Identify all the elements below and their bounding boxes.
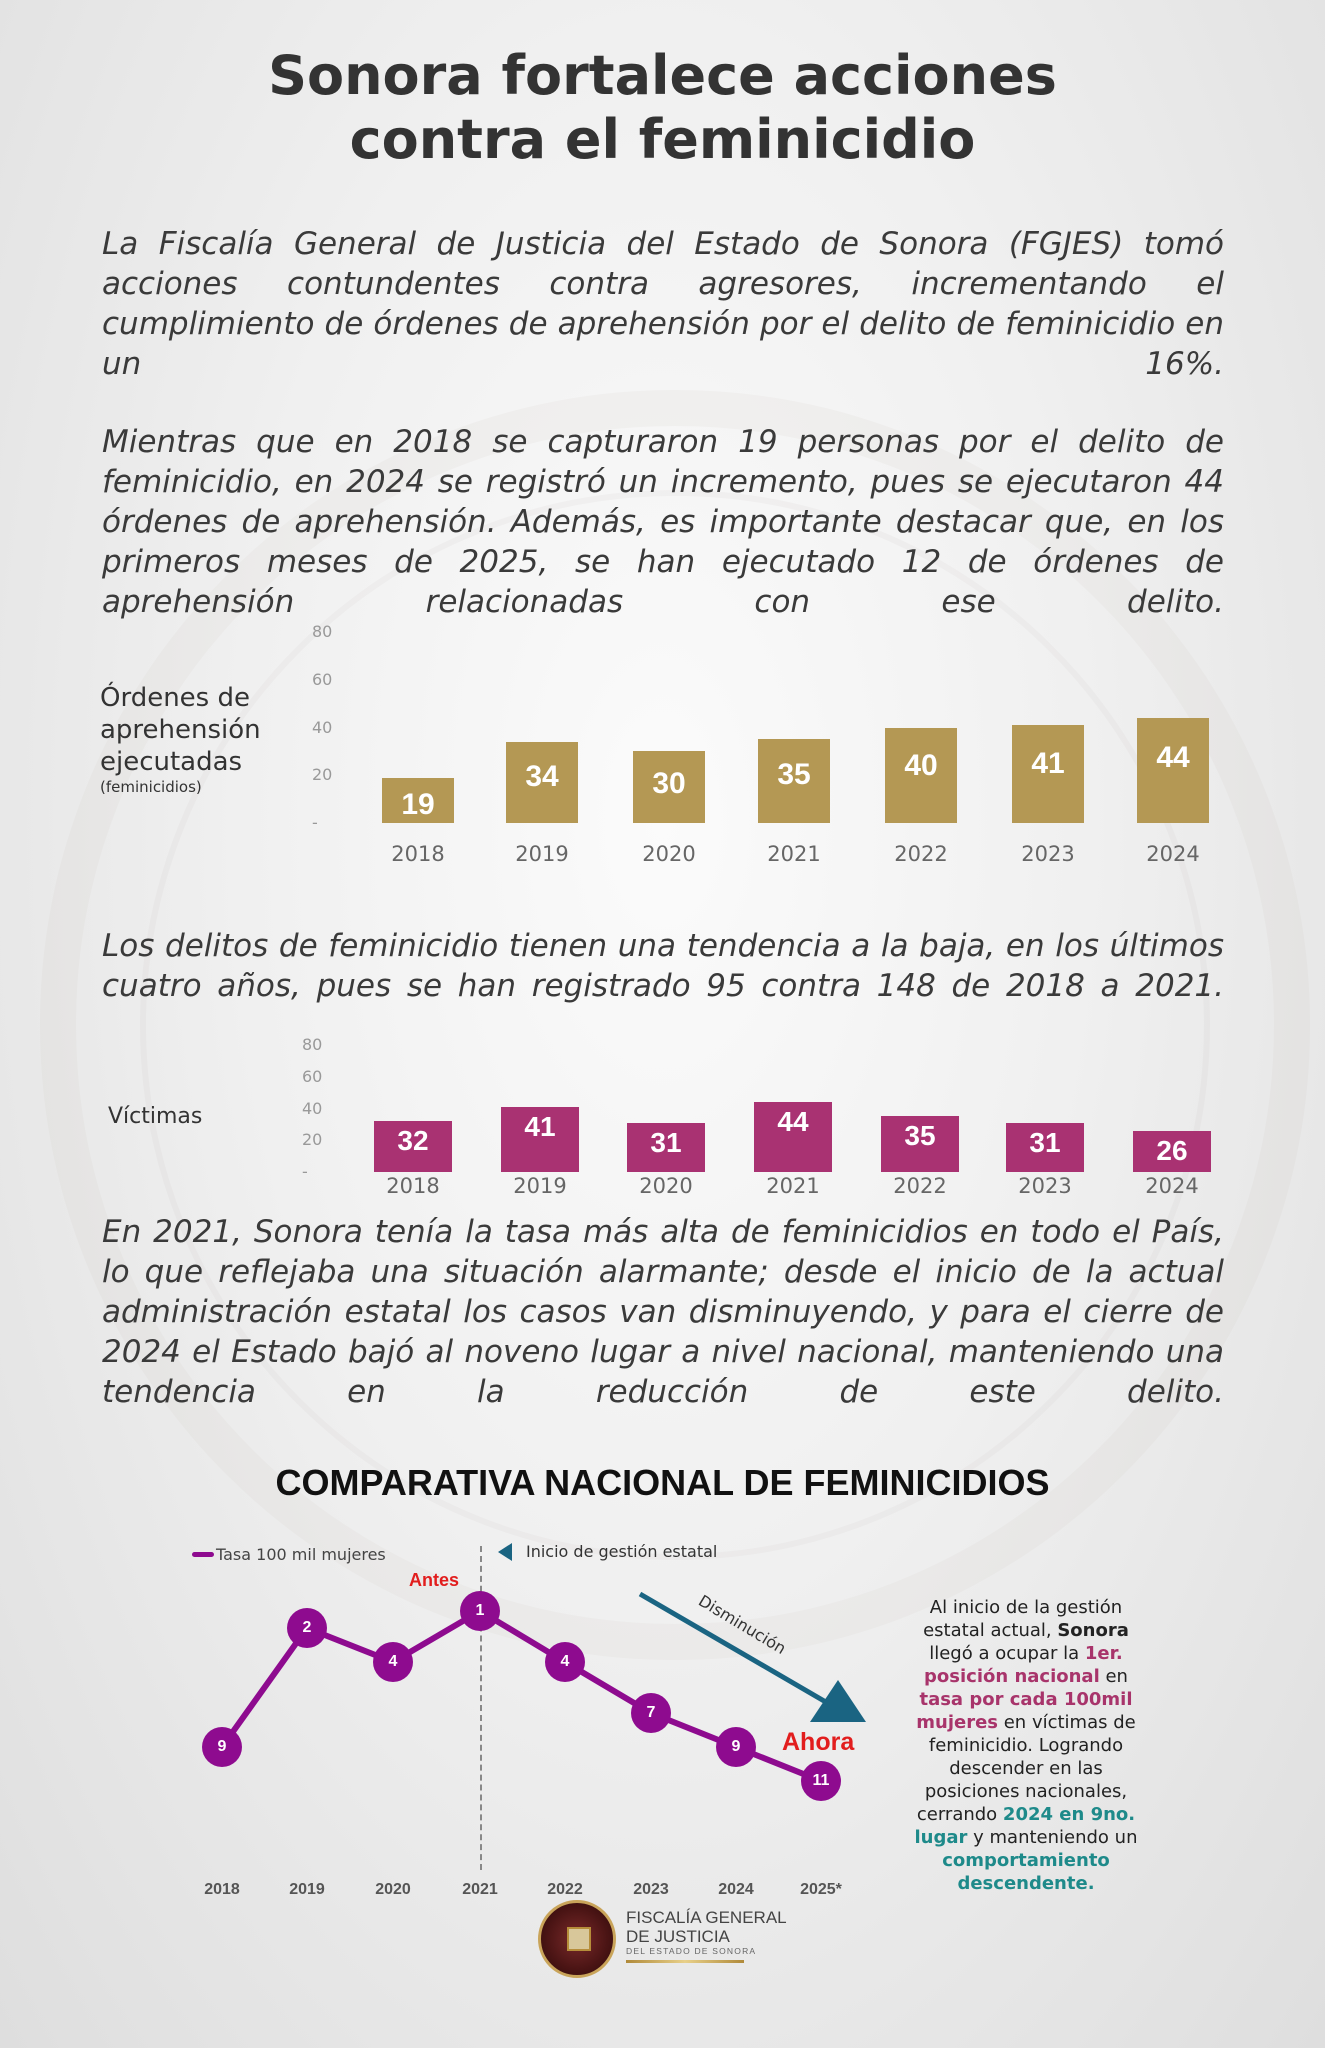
x-tick-label: 2022	[547, 1881, 583, 1898]
legend: Tasa 100 mil mujeres	[192, 1545, 386, 1564]
x-tick-label: 2024	[1145, 1174, 1199, 1198]
logo-line3: DEL ESTADO DE SONORA	[626, 1946, 757, 1956]
x-tick-label: 2024	[718, 1881, 754, 1898]
x-tick-label: 2023	[633, 1881, 669, 1898]
paragraph-2: Mientras que en 2018 se capturaron 19 pe…	[102, 424, 1224, 620]
x-tick-label: 2020	[639, 1174, 693, 1198]
x-tick-label: 2021	[767, 842, 821, 866]
bar: 19	[382, 777, 454, 823]
page-title: Sonora fortalece acciones contra el femin…	[268, 44, 1057, 171]
y-tick-label: -	[312, 813, 318, 832]
data-point: 4	[545, 1642, 585, 1682]
bar: 35	[758, 739, 830, 823]
data-point: 4	[373, 1642, 413, 1682]
y-tick-label: 40	[302, 1098, 323, 1118]
y-tick-label: -	[302, 1162, 308, 1181]
management-start-label: Inicio de gestión estatal	[526, 1542, 718, 1561]
bar: 41	[1012, 725, 1084, 823]
y-tick-label: 20	[312, 765, 333, 785]
y-tick-label: 80	[302, 1035, 323, 1054]
chart1-label: Órdenes de aprehensión ejecutadas (femin…	[100, 682, 300, 796]
y-tick-label: 80	[312, 622, 333, 641]
side-note: Al inicio de la gestión estatal actual, …	[914, 1597, 1138, 1894]
now-label: Ahora	[782, 1728, 855, 1756]
decrease-arrow-head-icon	[810, 1680, 866, 1722]
chart1-subtitle: (feminicidios)	[100, 778, 202, 796]
data-point: 9	[716, 1727, 756, 1767]
fgjes-seal-logo	[538, 1900, 616, 1978]
bar: 26	[1133, 1130, 1211, 1172]
seal-watermark-inner	[140, 490, 1210, 1560]
x-tick-label: 2018	[391, 842, 445, 866]
decrease-arrow-shaft	[638, 1591, 845, 1715]
x-tick-label: 2021	[462, 1881, 498, 1898]
x-tick-label: 2019	[289, 1881, 325, 1898]
seal-shield-icon	[567, 1927, 591, 1951]
paragraph-4: En 2021, Sonora tenía la tasa más alta d…	[102, 1214, 1224, 1410]
bar: 31	[627, 1122, 705, 1172]
x-tick-label: 2021	[766, 1174, 820, 1198]
bar: 40	[885, 727, 957, 823]
logo-line1: FISCALÍA GENERAL	[626, 1908, 787, 1927]
y-tick-label: 60	[312, 669, 333, 689]
x-tick-label: 2020	[642, 842, 696, 866]
line-chart-title: COMPARATIVA NACIONAL DE FEMINICIDIOS	[275, 1462, 1050, 1503]
data-point: 11	[801, 1761, 841, 1801]
x-tick-label: 2022	[894, 842, 948, 866]
x-tick-label: 2019	[515, 842, 569, 866]
bar: 31	[1006, 1122, 1084, 1172]
x-tick-label: 2022	[893, 1174, 947, 1198]
logo-line2: DE JUSTICIA	[626, 1927, 730, 1946]
data-point: 2	[287, 1608, 327, 1648]
bar: 44	[1137, 717, 1209, 823]
data-point: 1	[460, 1591, 500, 1631]
bar: 44	[754, 1102, 832, 1172]
data-point: 9	[202, 1727, 242, 1767]
bar: 30	[633, 751, 705, 823]
bar: 41	[501, 1106, 579, 1172]
legend-label: Tasa 100 mil mujeres	[216, 1545, 386, 1564]
logo-gold-rule	[626, 1960, 744, 1963]
chart2-title: Víctimas	[108, 1104, 203, 1129]
y-tick-label: 20	[302, 1130, 323, 1150]
x-tick-label: 2023	[1018, 1174, 1072, 1198]
x-tick-label: 2019	[513, 1174, 567, 1198]
triangle-left-icon	[498, 1543, 512, 1561]
bar: 35	[881, 1116, 959, 1172]
fgjes-wordmark: FISCALÍA GENERAL DE JUSTICIA DEL ESTADO …	[626, 1908, 787, 1963]
x-tick-label: 2025*	[800, 1881, 842, 1898]
bar: 34	[506, 741, 578, 823]
legend-line-icon	[192, 1552, 214, 1557]
before-label: Antes	[409, 1570, 460, 1590]
paragraph-3: Los delitos de feminicidio tienen una te…	[102, 928, 1224, 1004]
x-tick-label: 2023	[1021, 842, 1075, 866]
bar: 32	[374, 1121, 452, 1172]
management-start-line	[480, 1546, 482, 1870]
data-point: 7	[631, 1693, 671, 1733]
y-tick-label: 40	[312, 717, 333, 737]
x-tick-label: 2020	[375, 1881, 411, 1898]
y-tick-label: 60	[302, 1066, 323, 1086]
x-tick-label: 2018	[204, 1881, 240, 1898]
chart1-title: Órdenes de aprehensión ejecutadas	[100, 683, 261, 777]
x-tick-label: 2024	[1146, 842, 1200, 866]
paragraph-1: La Fiscalía General de Justicia del Esta…	[102, 226, 1224, 382]
x-tick-label: 2018	[386, 1174, 440, 1198]
